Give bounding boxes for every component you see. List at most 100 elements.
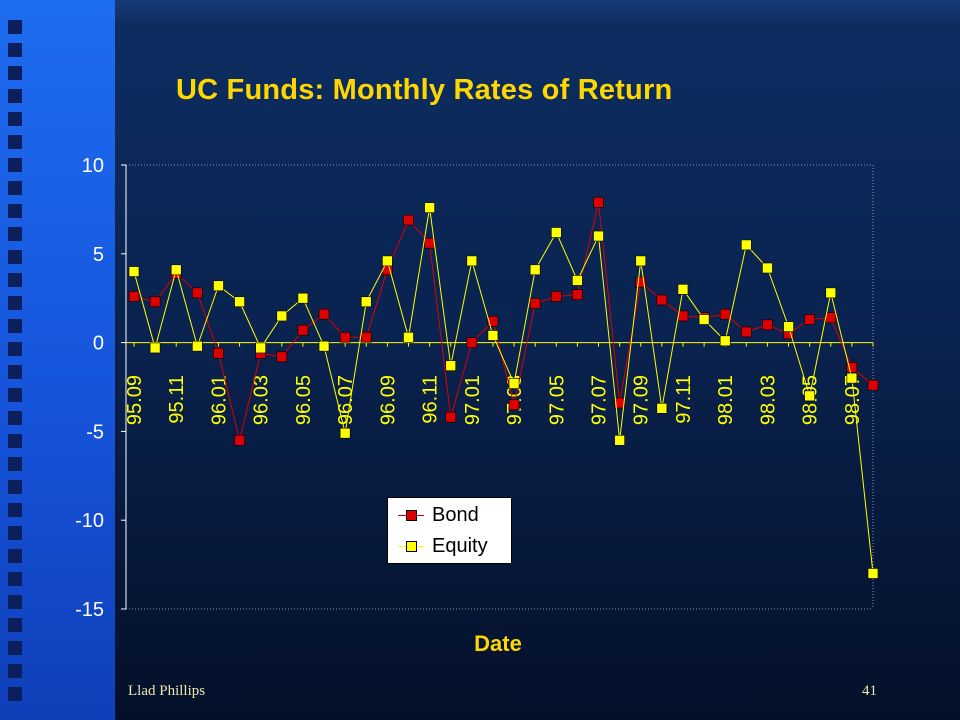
equity-point <box>213 280 224 292</box>
bond-point <box>614 397 625 409</box>
x-tick-label: 96.07 <box>335 375 357 425</box>
bond-point <box>276 351 288 363</box>
bond-point <box>466 337 478 348</box>
equity-point <box>192 340 203 352</box>
bond-point <box>508 399 520 411</box>
equity-point <box>487 330 499 341</box>
equity-point <box>867 568 879 579</box>
equity-point <box>445 360 457 371</box>
equity-point <box>424 202 435 213</box>
page-number: 41 <box>862 683 877 699</box>
decorative-square <box>8 388 22 402</box>
decorative-square <box>8 687 22 701</box>
series-bond <box>128 196 879 446</box>
equity-point <box>846 372 858 384</box>
legend-item-bond: Bond <box>388 504 511 528</box>
equity-point <box>635 255 647 267</box>
bond-point <box>487 315 499 327</box>
equity-point <box>360 296 372 308</box>
footer-author: Llad Phillips <box>128 683 206 699</box>
equity-point <box>339 427 351 439</box>
equity-point <box>741 239 752 251</box>
bond-point <box>719 308 731 320</box>
decorative-square <box>8 457 22 471</box>
decorative-square <box>8 89 22 103</box>
bond-point <box>424 237 435 249</box>
decorative-square <box>8 664 22 678</box>
legend-marker-bond <box>406 510 417 521</box>
top-band <box>115 0 960 20</box>
decorative-square <box>8 43 22 57</box>
x-tick-label: 97.01 <box>462 375 484 425</box>
legend-item-equity: Equity <box>388 535 511 559</box>
bond-point <box>741 326 752 338</box>
decorative-square <box>8 595 22 609</box>
equity-point <box>234 296 245 308</box>
x-tick-label: 97.11 <box>673 375 695 424</box>
y-tick-label: -15 <box>75 599 104 621</box>
x-tick-label: 95.11 <box>166 375 188 424</box>
bond-point <box>656 294 668 306</box>
equity-point <box>318 340 330 352</box>
bond-point <box>360 331 372 343</box>
decorative-square <box>8 227 22 241</box>
decorative-square <box>8 158 22 172</box>
decorative-square <box>8 181 22 195</box>
legend-label-bond: Bond <box>432 504 479 526</box>
x-tick-label: 95.09 <box>124 375 146 425</box>
decorative-square <box>8 549 22 563</box>
bond-point <box>128 291 140 302</box>
equity-point <box>276 310 288 322</box>
equity-point <box>170 264 182 276</box>
decorative-square <box>8 526 22 540</box>
equity-point <box>698 314 710 325</box>
equity-point <box>128 266 140 277</box>
x-tick-label: 98.07 <box>842 375 864 425</box>
decorative-square <box>8 434 22 448</box>
chart-legend: Bond Equity <box>387 497 512 564</box>
bond-point <box>403 214 414 226</box>
y-tick-label: -10 <box>75 510 104 532</box>
x-tick-label: 96.11 <box>420 375 442 424</box>
equity-point <box>508 378 520 389</box>
decorative-square <box>8 618 22 632</box>
equity-point <box>614 434 625 446</box>
equity-point <box>762 262 773 274</box>
bond-point <box>846 362 858 373</box>
decorative-square <box>8 319 22 333</box>
bond-point <box>445 411 457 423</box>
x-axis-label: Date <box>474 631 522 656</box>
equity-point <box>719 335 731 347</box>
bond-point <box>339 331 351 343</box>
decorative-square <box>8 480 22 494</box>
decorative-square <box>8 342 22 356</box>
x-tick-label: 96.03 <box>251 375 273 425</box>
equity-point <box>572 275 583 286</box>
decorative-square <box>8 503 22 517</box>
equity-point <box>149 342 161 354</box>
bond-point <box>297 324 309 336</box>
decorative-square <box>8 365 22 379</box>
decorative-square <box>8 20 22 34</box>
y-tick-label: 5 <box>93 244 104 266</box>
decorative-square <box>8 296 22 310</box>
equity-point <box>593 230 604 242</box>
x-tick-label: 97.05 <box>546 375 568 425</box>
decorative-square <box>8 204 22 218</box>
bond-point <box>804 314 815 325</box>
bond-point <box>149 296 161 308</box>
decorative-square <box>8 112 22 126</box>
decorative-square <box>8 411 22 425</box>
x-tick-label: 97.07 <box>589 375 611 425</box>
equity-point <box>403 331 414 343</box>
equity-point <box>297 292 309 304</box>
bond-point <box>825 312 837 324</box>
bond-point <box>762 319 773 331</box>
y-tick-label: 10 <box>82 155 104 177</box>
bond-point <box>572 289 583 300</box>
equity-point <box>804 390 815 402</box>
decorative-square <box>8 66 22 80</box>
x-tick-label: 98.03 <box>757 375 779 425</box>
x-tick-label: 96.09 <box>377 375 399 425</box>
